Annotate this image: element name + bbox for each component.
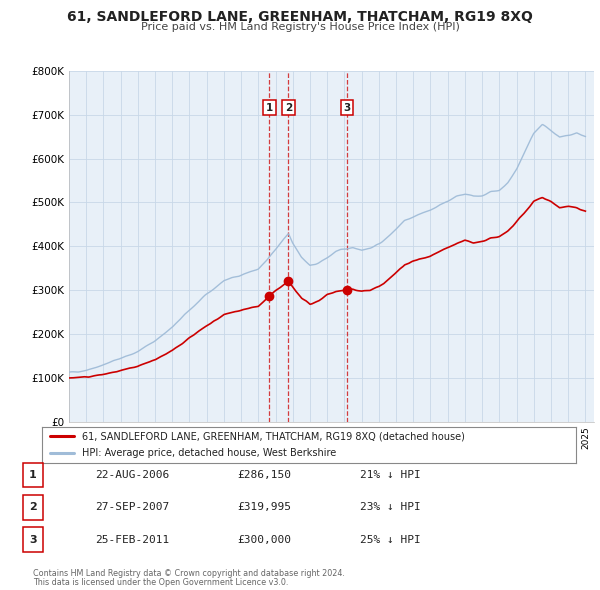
Text: 61, SANDLEFORD LANE, GREENHAM, THATCHAM, RG19 8XQ: 61, SANDLEFORD LANE, GREENHAM, THATCHAM,… <box>67 10 533 24</box>
Text: 3: 3 <box>343 103 350 113</box>
Text: 61, SANDLEFORD LANE, GREENHAM, THATCHAM, RG19 8XQ (detached house): 61, SANDLEFORD LANE, GREENHAM, THATCHAM,… <box>82 431 465 441</box>
Text: 1: 1 <box>29 470 37 480</box>
Text: 2: 2 <box>285 103 292 113</box>
Text: 27-SEP-2007: 27-SEP-2007 <box>95 503 169 512</box>
Text: 1: 1 <box>266 103 273 113</box>
Text: 23% ↓ HPI: 23% ↓ HPI <box>360 503 421 512</box>
Text: 22-AUG-2006: 22-AUG-2006 <box>95 470 169 480</box>
Text: HPI: Average price, detached house, West Berkshire: HPI: Average price, detached house, West… <box>82 448 337 458</box>
Text: £319,995: £319,995 <box>237 503 291 512</box>
Text: This data is licensed under the Open Government Licence v3.0.: This data is licensed under the Open Gov… <box>33 578 289 587</box>
Text: 25-FEB-2011: 25-FEB-2011 <box>95 535 169 545</box>
Text: Contains HM Land Registry data © Crown copyright and database right 2024.: Contains HM Land Registry data © Crown c… <box>33 569 345 578</box>
Text: 3: 3 <box>29 535 37 545</box>
Text: 2: 2 <box>29 503 37 512</box>
Text: £286,150: £286,150 <box>237 470 291 480</box>
Text: 25% ↓ HPI: 25% ↓ HPI <box>360 535 421 545</box>
Text: 21% ↓ HPI: 21% ↓ HPI <box>360 470 421 480</box>
Text: Price paid vs. HM Land Registry's House Price Index (HPI): Price paid vs. HM Land Registry's House … <box>140 22 460 32</box>
Text: £300,000: £300,000 <box>237 535 291 545</box>
